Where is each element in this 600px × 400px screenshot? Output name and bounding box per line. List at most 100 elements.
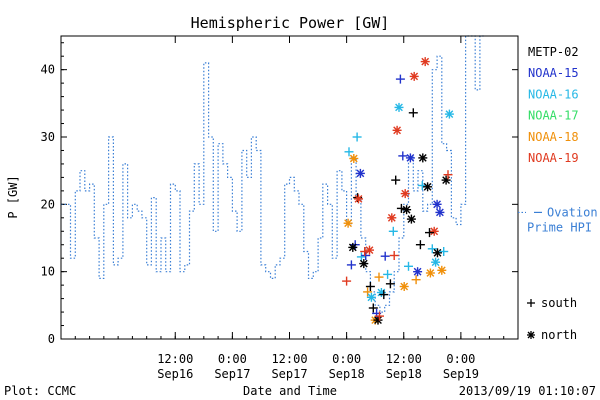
data-point xyxy=(366,292,376,302)
data-point xyxy=(432,199,442,209)
data-point xyxy=(425,228,434,238)
data-point xyxy=(352,132,362,142)
data-point xyxy=(342,276,352,286)
data-point xyxy=(360,247,370,256)
data-point xyxy=(443,170,453,180)
y-axis-label: P [GW] xyxy=(6,175,20,218)
legend-satellite-noaa-18: NOAA-18 xyxy=(528,130,579,144)
y-tick-label: 30 xyxy=(41,130,55,144)
data-point xyxy=(409,71,419,81)
data-point xyxy=(346,260,356,270)
legend-satellite-noaa-17: NOAA-17 xyxy=(528,109,579,123)
data-point xyxy=(361,251,371,260)
data-point xyxy=(356,252,366,262)
data-point xyxy=(411,275,421,285)
data-point xyxy=(349,154,359,163)
data-point xyxy=(374,272,384,282)
data-point xyxy=(433,248,442,258)
data-point xyxy=(429,226,439,236)
data-point xyxy=(413,267,423,277)
legend-symbol-north xyxy=(527,331,535,339)
legend: METP-02 NOAA-15 NOAA-16 NOAA-17 NOAA-18 NOAA-… xyxy=(518,45,598,342)
data-point xyxy=(368,303,378,313)
data-point xyxy=(363,287,373,297)
y-tick-label: 10 xyxy=(41,265,55,279)
x-tick-time-label: 12:00 xyxy=(271,352,307,366)
data-point xyxy=(417,181,427,190)
data-point xyxy=(392,125,402,135)
data-point xyxy=(404,261,413,271)
y-tick-label: 40 xyxy=(41,63,55,77)
legend-symbol-south xyxy=(527,299,535,307)
data-point xyxy=(439,247,449,256)
data-point xyxy=(408,108,418,118)
data-point xyxy=(405,153,415,163)
data-point xyxy=(420,57,430,67)
plot-timestamp: 2013/09/19 01:10:07 xyxy=(459,384,596,398)
satellite-points xyxy=(342,57,454,325)
data-point xyxy=(354,194,363,204)
x-tick-date-label: Sep18 xyxy=(386,367,422,381)
data-point xyxy=(348,242,358,252)
data-point xyxy=(400,189,410,199)
data-point xyxy=(415,240,425,250)
data-point xyxy=(406,214,416,224)
x-tick-time-label: 12:00 xyxy=(157,352,193,366)
data-point xyxy=(383,269,393,279)
x-axis-label: Date and Time xyxy=(243,384,337,398)
data-point xyxy=(359,259,369,269)
data-point xyxy=(375,311,384,321)
data-point xyxy=(388,226,398,236)
data-point xyxy=(385,279,395,289)
legend-north-label: north xyxy=(541,328,577,342)
y-tick-label: 20 xyxy=(41,197,55,211)
x-tick-time-label: 0:00 xyxy=(332,352,361,366)
data-point xyxy=(418,153,428,163)
data-point xyxy=(355,168,365,178)
x-tick-time-label: 0:00 xyxy=(446,352,475,366)
data-point xyxy=(373,315,383,325)
data-point xyxy=(398,151,408,161)
data-point xyxy=(380,251,390,261)
data-point xyxy=(395,74,405,84)
plot-frame xyxy=(60,35,519,340)
legend-satellite-noaa-16: NOAA-16 xyxy=(528,87,579,101)
legend-south-label: south xyxy=(541,296,577,310)
data-point xyxy=(394,102,404,112)
legend-satellite-metp-02: METP-02 xyxy=(528,45,579,59)
x-tick-time-label: 12:00 xyxy=(386,352,422,366)
data-point xyxy=(387,213,397,223)
data-point xyxy=(437,265,447,275)
data-point xyxy=(391,175,401,185)
data-point xyxy=(441,175,451,185)
plot-credit: Plot: CCMC xyxy=(4,384,76,398)
data-point xyxy=(365,282,375,291)
x-tick-date-label: Sep19 xyxy=(443,367,479,381)
data-point xyxy=(389,251,399,260)
axis-ticks: 01020304012:00Sep160:00Sep1712:00Sep170:… xyxy=(41,36,519,381)
data-point xyxy=(399,282,409,291)
ovation-legend-label-2: Prime HPI xyxy=(527,220,592,234)
data-point xyxy=(396,203,406,213)
x-tick-date-label: Sep18 xyxy=(329,367,365,381)
data-point xyxy=(343,218,353,228)
data-point xyxy=(427,244,437,254)
x-tick-date-label: Sep17 xyxy=(271,367,307,381)
x-tick-date-label: Sep17 xyxy=(214,367,250,381)
data-point xyxy=(402,205,412,215)
data-point xyxy=(435,207,445,217)
legend-satellite-noaa-15: NOAA-15 xyxy=(528,66,579,80)
data-point xyxy=(444,109,454,119)
data-point xyxy=(344,147,354,157)
data-point xyxy=(431,257,441,267)
x-tick-date-label: Sep16 xyxy=(157,367,193,381)
data-point xyxy=(376,288,386,297)
legend-satellite-noaa-19: NOAA-19 xyxy=(528,151,579,165)
data-point xyxy=(379,290,389,300)
chart-title: Hemispheric Power [GW] xyxy=(191,14,390,32)
data-point xyxy=(365,245,374,255)
ovation-legend-label-1: Ovation xyxy=(547,205,598,219)
data-point xyxy=(425,268,435,278)
